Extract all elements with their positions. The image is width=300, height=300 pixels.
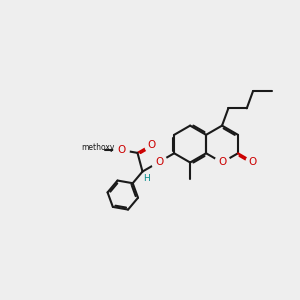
- Text: methoxy: methoxy: [81, 143, 114, 152]
- Text: O: O: [117, 145, 125, 155]
- Text: O: O: [249, 157, 257, 167]
- Text: O: O: [218, 158, 226, 167]
- Text: O: O: [155, 157, 164, 167]
- Text: O: O: [148, 140, 156, 150]
- Text: H: H: [144, 174, 150, 183]
